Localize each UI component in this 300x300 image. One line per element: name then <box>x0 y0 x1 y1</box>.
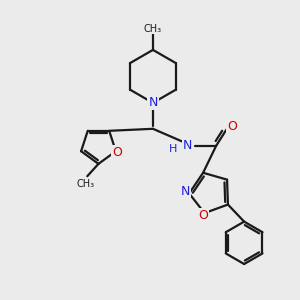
Text: N: N <box>148 96 158 110</box>
Text: H: H <box>169 143 178 154</box>
Text: CH₃: CH₃ <box>77 178 95 189</box>
Text: CH₃: CH₃ <box>144 24 162 34</box>
Text: N: N <box>181 185 190 199</box>
Text: N: N <box>183 139 192 152</box>
Text: O: O <box>112 146 122 159</box>
Text: O: O <box>227 120 237 133</box>
Text: O: O <box>198 209 208 222</box>
